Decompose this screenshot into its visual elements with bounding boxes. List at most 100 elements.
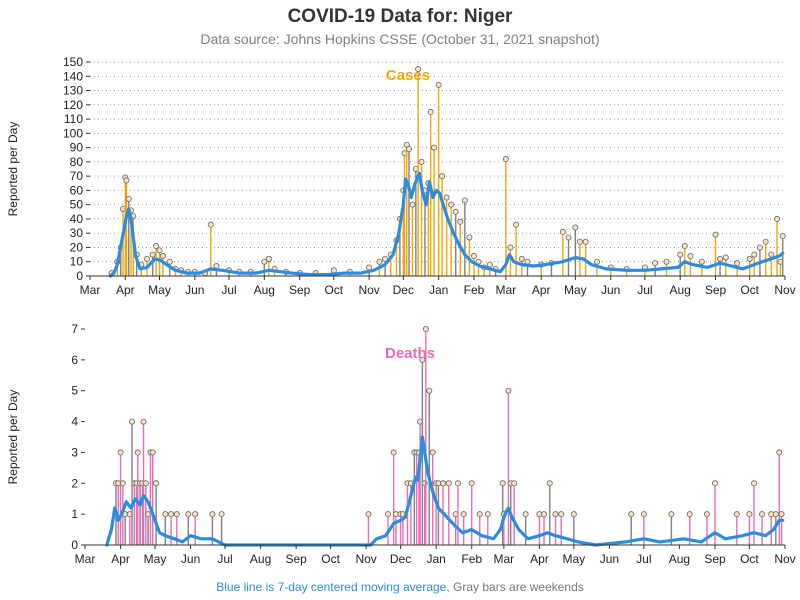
data-point <box>422 325 429 332</box>
x-tick-label: Sep <box>289 283 311 297</box>
data-point <box>173 511 180 518</box>
x-tick-label: Nov <box>355 552 376 566</box>
data-point <box>457 218 464 225</box>
data-point <box>717 255 724 262</box>
x-tick-label: Apr <box>111 552 130 566</box>
data-point <box>499 480 506 487</box>
data-point <box>502 156 509 163</box>
page-subtitle: Data source: Johns Hopkins CSSE (October… <box>200 31 600 47</box>
data-point <box>162 511 169 518</box>
x-tick-label: May <box>144 552 167 566</box>
y-tick-label: 110 <box>64 112 83 126</box>
data-point <box>366 264 373 271</box>
x-tick-label: May <box>148 283 171 297</box>
footnote-moving-average: Blue line is 7-day centered moving avera… <box>216 580 450 594</box>
x-tick-label: Jun <box>601 283 620 297</box>
data-point <box>559 228 566 235</box>
data-point <box>628 511 635 518</box>
data-point <box>153 243 160 250</box>
x-tick-label: Mar <box>496 283 517 297</box>
x-tick-label: Jul <box>636 552 651 566</box>
x-tick-label: Aug <box>669 552 690 566</box>
y-tick-label: 20 <box>70 240 84 254</box>
x-tick-label: Oct <box>740 283 759 297</box>
data-point <box>751 480 758 487</box>
x-tick-label: Jun <box>181 552 200 566</box>
y-tick-label: 70 <box>70 169 84 183</box>
y-tick-label: 2 <box>71 476 78 490</box>
data-point <box>565 234 572 241</box>
y-tick-label: 10 <box>70 255 84 269</box>
data-point <box>778 511 785 518</box>
data-point <box>507 244 514 251</box>
data-point <box>712 231 719 238</box>
data-point <box>746 255 753 262</box>
data-point <box>468 480 475 487</box>
y-tick-label: 150 <box>63 55 83 69</box>
y-tick-label: 30 <box>70 226 84 240</box>
x-tick-label: Sep <box>704 552 726 566</box>
x-tick-label: Oct <box>324 283 343 297</box>
data-point <box>686 511 693 518</box>
data-point <box>513 221 520 228</box>
y-tick-label: 6 <box>71 353 78 367</box>
data-point <box>134 449 141 456</box>
y-tick-label: 1 <box>71 507 78 521</box>
data-point <box>159 253 166 260</box>
data-point <box>452 208 459 215</box>
data-point <box>390 449 397 456</box>
data-point <box>772 511 779 518</box>
data-point <box>149 449 156 456</box>
y-tick-label: 120 <box>63 98 83 112</box>
x-tick-label: Jun <box>600 552 619 566</box>
x-tick-label: Jan <box>429 283 448 297</box>
data-point <box>681 243 688 250</box>
data-point <box>166 258 173 265</box>
data-point <box>119 480 126 487</box>
y-tick-label: 0 <box>71 538 78 552</box>
y-axis-label: Reported per Day <box>6 390 20 485</box>
data-point <box>762 238 769 245</box>
data-point <box>426 387 433 394</box>
data-point <box>418 158 425 165</box>
data-point <box>129 418 136 425</box>
data-point <box>746 511 753 518</box>
x-tick-label: Jul <box>637 283 652 297</box>
data-point <box>484 511 491 518</box>
data-point <box>168 511 175 518</box>
x-tick-label: Oct <box>740 552 759 566</box>
data-point <box>505 387 512 394</box>
x-tick-label: Aug <box>670 283 691 297</box>
data-point <box>429 449 436 456</box>
x-tick-label: May <box>563 552 586 566</box>
x-tick-label: Nov <box>774 552 795 566</box>
y-tick-label: 50 <box>70 198 84 212</box>
data-point <box>123 177 130 184</box>
data-point <box>552 511 559 518</box>
data-point <box>149 251 156 258</box>
page-title: COVID-19 Data for: Niger <box>287 6 513 27</box>
data-point <box>406 146 413 153</box>
data-point <box>153 480 160 487</box>
data-point <box>440 480 447 487</box>
moving-average-line <box>108 171 785 278</box>
panel-label: Deaths <box>385 345 435 362</box>
data-point <box>668 511 675 518</box>
data-point <box>117 449 124 456</box>
data-point <box>142 480 149 487</box>
y-tick-label: 100 <box>63 126 83 140</box>
data-point <box>143 255 150 262</box>
data-point <box>698 258 705 265</box>
data-point <box>384 511 391 518</box>
data-point <box>125 195 132 202</box>
data-point <box>776 449 783 456</box>
data-point <box>722 254 729 261</box>
footnote: Blue line is 7-day centered moving avera… <box>0 580 800 594</box>
data-point <box>209 511 216 518</box>
x-tick-label: Mar <box>494 552 515 566</box>
x-tick-label: Jul <box>217 552 232 566</box>
y-tick-label: 0 <box>76 269 83 283</box>
x-tick-label: Feb <box>461 552 482 566</box>
data-point <box>582 238 589 245</box>
